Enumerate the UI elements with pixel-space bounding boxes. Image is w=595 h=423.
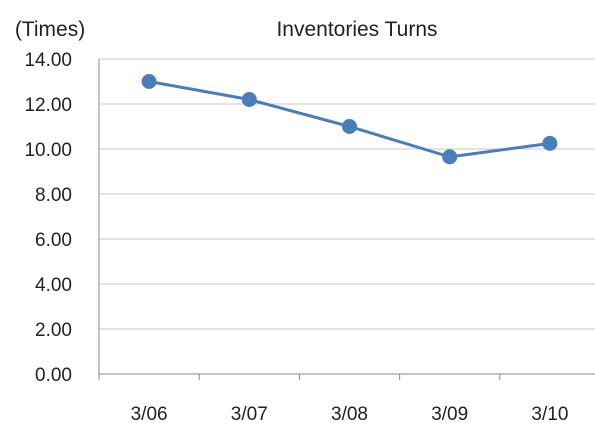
- data-point: [442, 149, 458, 165]
- y-tick-label: 0.00: [35, 365, 72, 386]
- data-point: [241, 92, 257, 107]
- gridlines: [99, 58, 595, 330]
- chart-title: Inventories Turns: [276, 18, 437, 41]
- y-tick-label: 6.00: [35, 230, 72, 251]
- data-point: [542, 135, 558, 151]
- x-tick-label: 3/08: [331, 404, 368, 423]
- data-point: [141, 74, 157, 89]
- x-tick-label: 3/07: [231, 404, 268, 423]
- series-line-group: [141, 74, 558, 165]
- x-tick-label: 3/06: [131, 404, 168, 423]
- y-tick-label: 4.00: [35, 275, 72, 296]
- y-tick-label: 10.00: [24, 140, 72, 161]
- y-tick-label: 2.00: [35, 320, 72, 341]
- y-axis-label: (Times): [15, 18, 85, 41]
- y-tick-label: 12.00: [24, 95, 72, 116]
- data-point: [342, 119, 357, 134]
- y-tick-label: 8.00: [35, 185, 72, 206]
- x-axis: 3/06 3/07 3/08 3/09 3/10: [98, 59, 595, 423]
- y-axis-ticks: 0.00 2.00 4.00 6.00 8.00 10.00 12.00 14.00: [24, 50, 72, 386]
- x-tick-label: 3/10: [531, 404, 568, 423]
- y-tick-label: 14.00: [24, 50, 72, 71]
- x-tick-label: 3/09: [431, 404, 468, 423]
